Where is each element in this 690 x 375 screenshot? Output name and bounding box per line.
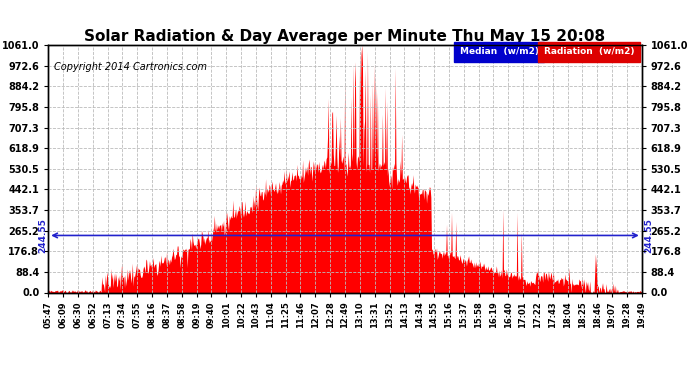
Text: 244.55: 244.55 xyxy=(644,218,653,253)
Legend: Median  (w/m2), Radiation  (w/m2): Median (w/m2), Radiation (w/m2) xyxy=(454,45,637,59)
Text: Copyright 2014 Cartronics.com: Copyright 2014 Cartronics.com xyxy=(55,62,207,72)
Text: 244.55: 244.55 xyxy=(38,218,47,253)
Title: Solar Radiation & Day Average per Minute Thu May 15 20:08: Solar Radiation & Day Average per Minute… xyxy=(84,29,606,44)
